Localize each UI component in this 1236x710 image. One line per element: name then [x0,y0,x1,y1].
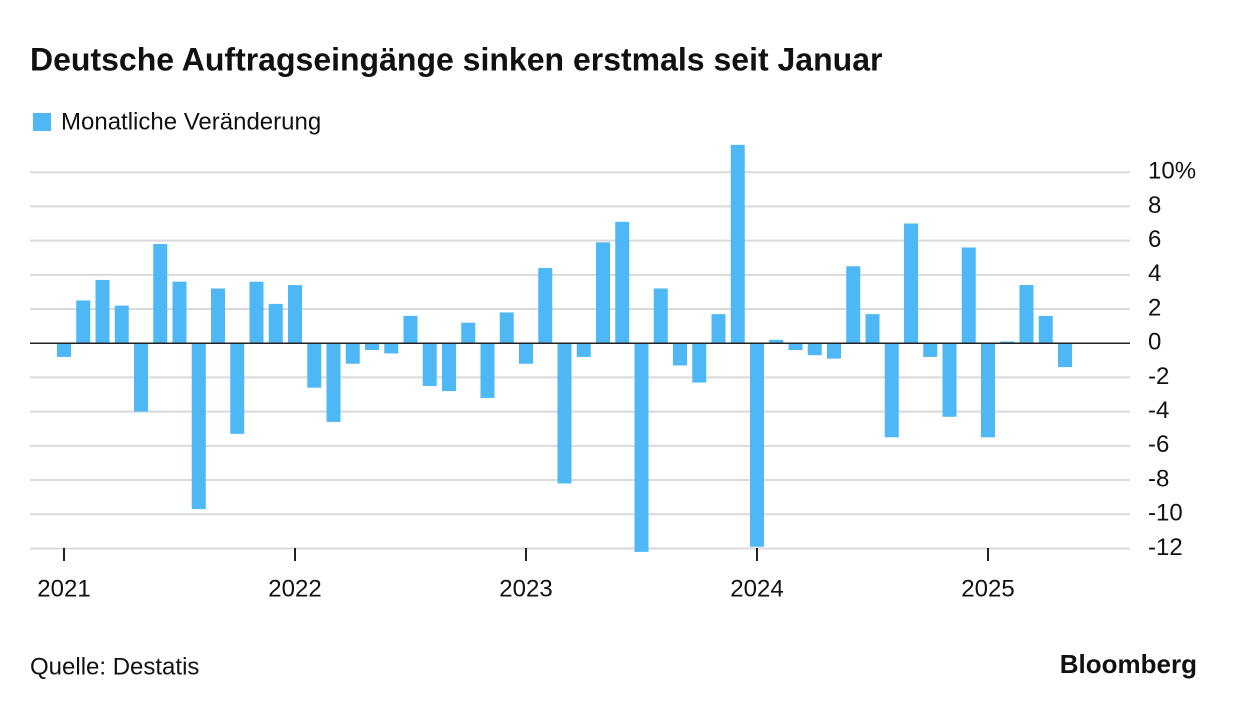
bar [114,305,129,344]
y-tick-label: -12 [1148,534,1183,561]
bar [1019,285,1034,344]
bar [1058,343,1072,368]
bar [57,343,71,357]
bar [596,242,610,344]
bar [576,343,591,357]
bar [653,288,668,344]
bar [422,343,437,386]
legend-label: Monatliche Veränderung [61,108,321,135]
y-tick-label: -8 [1148,465,1169,492]
bar [326,343,341,422]
bar [807,343,822,356]
bar [480,343,495,398]
y-tick-label: -6 [1148,431,1169,458]
bar [730,144,745,344]
y-tick-label: -10 [1148,500,1183,527]
bar [750,343,764,547]
bar [634,343,649,552]
bar [403,315,418,344]
y-tick-label: -4 [1148,397,1169,424]
bar [1000,341,1015,344]
bar [461,322,476,344]
y-tick-label: 4 [1148,260,1161,287]
bar [942,343,957,417]
y-tick-label: 6 [1148,226,1161,253]
x-tick-label: 2025 [961,575,1014,602]
bar [76,300,91,344]
bar [442,343,456,392]
bar [615,221,630,344]
bar [134,343,148,412]
y-tick-label: 0 [1148,329,1161,356]
bar [345,343,360,364]
bar [846,266,861,344]
bar [865,314,880,344]
y-tick-label: 8 [1148,192,1161,219]
bar [211,288,225,344]
bar [769,339,784,344]
bar [692,343,707,383]
source: Quelle: Destatis [30,653,199,680]
bar [711,314,726,344]
bar [172,281,187,344]
x-tick-label: 2024 [730,575,783,602]
bar [923,343,938,357]
bar [365,343,379,351]
bar [307,343,322,388]
y-tick-label: 10% [1148,158,1196,185]
bar [961,247,976,344]
x-tick-label: 2023 [499,575,552,602]
bar [904,223,918,344]
x-tick-label: 2021 [37,575,90,602]
y-tick-label: 2 [1148,294,1161,321]
bar [884,343,899,438]
bar [1038,315,1053,344]
bar [519,343,533,364]
y-tick-label: -2 [1148,363,1169,390]
bar [249,281,264,344]
bar [499,312,514,344]
bar [288,285,302,344]
bar [538,267,553,344]
legend-swatch [33,113,51,131]
bar [191,343,206,510]
brand: Bloomberg [1060,649,1197,679]
bar [981,343,995,438]
bar [384,343,399,354]
bar [230,343,245,434]
chart-title: Deutsche Auftragseingänge sinken erstmal… [30,41,882,77]
bar [268,303,283,344]
bar [673,343,687,366]
bar [788,343,803,351]
bar [153,244,168,344]
bar [95,279,110,344]
bar [557,343,572,484]
x-tick-label: 2022 [268,575,321,602]
bar [827,343,841,359]
